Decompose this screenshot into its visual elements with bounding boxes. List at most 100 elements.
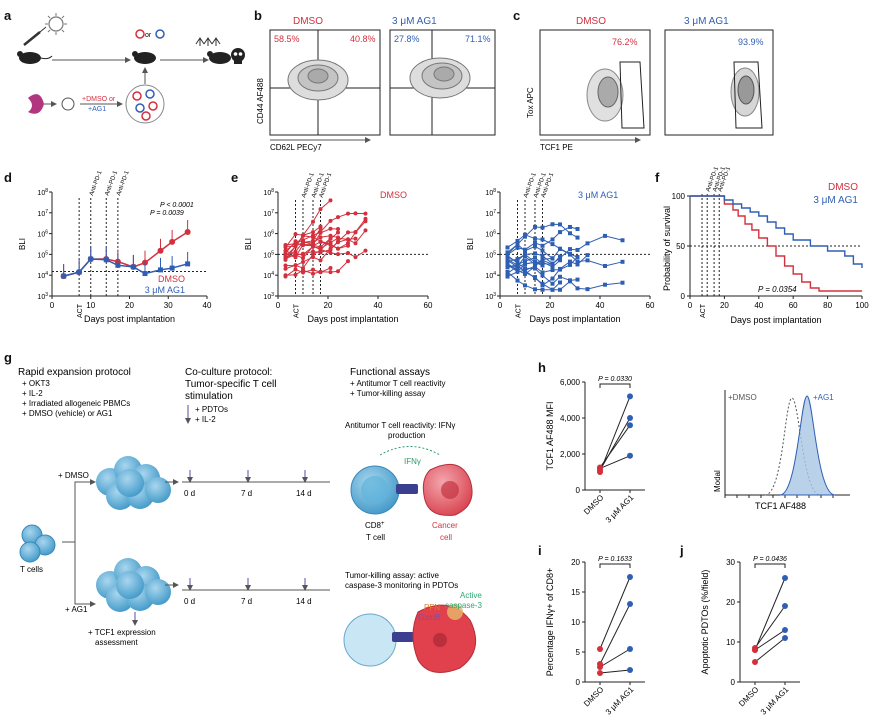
data-point	[184, 228, 191, 235]
data-point	[550, 256, 555, 261]
t-cell-icon	[61, 97, 75, 111]
data-point	[568, 252, 572, 257]
functional-item: + Tumor-killing assay	[350, 389, 425, 398]
stat-label: P = 0.0354	[758, 285, 797, 294]
data-point	[558, 274, 562, 279]
data-point	[318, 226, 323, 231]
legend-dmso: DMSO	[158, 274, 185, 284]
data-point	[550, 261, 555, 266]
data-point	[603, 233, 607, 238]
data-point	[550, 265, 555, 270]
syringe-icon	[23, 26, 47, 46]
panel-letter-h: h	[538, 360, 546, 375]
y-axis-label: Percentage IFNγ+ of CD8+	[545, 568, 555, 677]
ifng-label: IFNγ	[404, 457, 421, 466]
stat-label: P = 0.0330	[598, 376, 632, 383]
data-point	[115, 262, 121, 268]
y-tick-label: 20	[571, 558, 580, 567]
data-point	[301, 259, 305, 264]
stat-label: P = 0.1633	[598, 556, 632, 563]
data-point	[328, 266, 333, 271]
panel-letter-d: d	[4, 170, 12, 185]
c-ag1-plot: 93.9%	[664, 29, 774, 136]
data-point	[540, 259, 545, 264]
data-point	[523, 259, 527, 264]
b-dmso-title: DMSO	[293, 16, 323, 27]
x-axis-label: Days post implantation	[730, 315, 821, 325]
data-point	[283, 266, 288, 271]
y-axis-label: Probability of survival	[662, 206, 672, 291]
expanded-cluster-ag1-icon	[96, 558, 171, 612]
legend-ag1: 3 μM AG1	[145, 285, 185, 295]
data-point	[568, 279, 572, 284]
data-point	[620, 280, 625, 285]
x-tick-label: 3 μM AG1	[759, 685, 791, 717]
significance-bracket	[599, 383, 631, 388]
skull-icon	[231, 48, 245, 64]
reactivity-title: production	[388, 431, 425, 440]
y-tick-label: 106	[485, 230, 496, 239]
data-point	[293, 239, 298, 244]
data-point	[627, 393, 633, 400]
data-point	[540, 253, 545, 258]
data-point	[311, 252, 315, 257]
data-point	[283, 254, 288, 259]
data-point	[505, 245, 510, 250]
x-tick-label: 3 μM AG1	[604, 685, 636, 717]
ag1-histogram	[779, 395, 836, 496]
day-label: 0 d	[184, 597, 195, 606]
data-point	[627, 422, 633, 429]
x-tick-label: 3 μM AG1	[604, 493, 636, 525]
day-label: 7 d	[241, 597, 252, 606]
data-point	[597, 465, 603, 472]
data-point	[575, 277, 580, 282]
gzmb-label: GzmB	[418, 613, 440, 622]
act-label: ACT	[77, 303, 84, 318]
y-axis-label: Modal	[713, 470, 722, 492]
data-point	[293, 232, 298, 237]
b-ag1-title: 3 μM AG1	[392, 16, 437, 27]
data-point	[363, 219, 368, 224]
survival-curve	[690, 195, 862, 292]
chart-e-dmso: 103 104 105 106 107 108 0 20 40 60 BLI Days post im…	[244, 172, 433, 324]
data-point	[328, 270, 333, 275]
act-label: ACT	[294, 303, 301, 318]
pfn-label: PFN	[424, 603, 440, 612]
series-line	[285, 238, 331, 254]
c-ylabel: Tox APC	[526, 87, 535, 118]
pair-line	[599, 424, 631, 468]
y-tick-label: 10	[726, 638, 735, 647]
data-point	[328, 226, 333, 231]
b-dmso-plot: 58.5% 40.8%	[269, 29, 381, 136]
data-point	[336, 252, 340, 257]
series-line	[285, 220, 366, 250]
data-point	[585, 241, 590, 246]
data-point	[627, 574, 633, 580]
data-point	[540, 225, 545, 230]
coculture-item: + PDTOs	[195, 405, 228, 414]
data-point	[568, 231, 572, 236]
y-tick-label: 103	[37, 292, 48, 301]
y-tick-label: 5	[576, 648, 581, 657]
data-point	[363, 211, 368, 216]
significance-bracket	[599, 563, 631, 568]
data-point	[76, 269, 82, 275]
data-point	[301, 270, 305, 275]
y-tick-label: 0	[681, 292, 686, 301]
rapid-title: Rapid expansion protocol	[18, 367, 131, 378]
panel-letter-e: e	[231, 170, 238, 185]
panel-letter-i: i	[538, 543, 542, 558]
c-dmso-plot: 76.2%	[539, 29, 651, 136]
data-point	[558, 258, 562, 263]
data-point	[336, 227, 340, 232]
y-tick-label: 107	[263, 209, 274, 218]
data-point	[533, 266, 537, 271]
x-tick-label: 0	[498, 301, 503, 310]
chart-d: 103 104 105 106 107 108 0 10 20 30 40 BLI Days post …	[18, 170, 212, 324]
data-point	[597, 664, 603, 670]
